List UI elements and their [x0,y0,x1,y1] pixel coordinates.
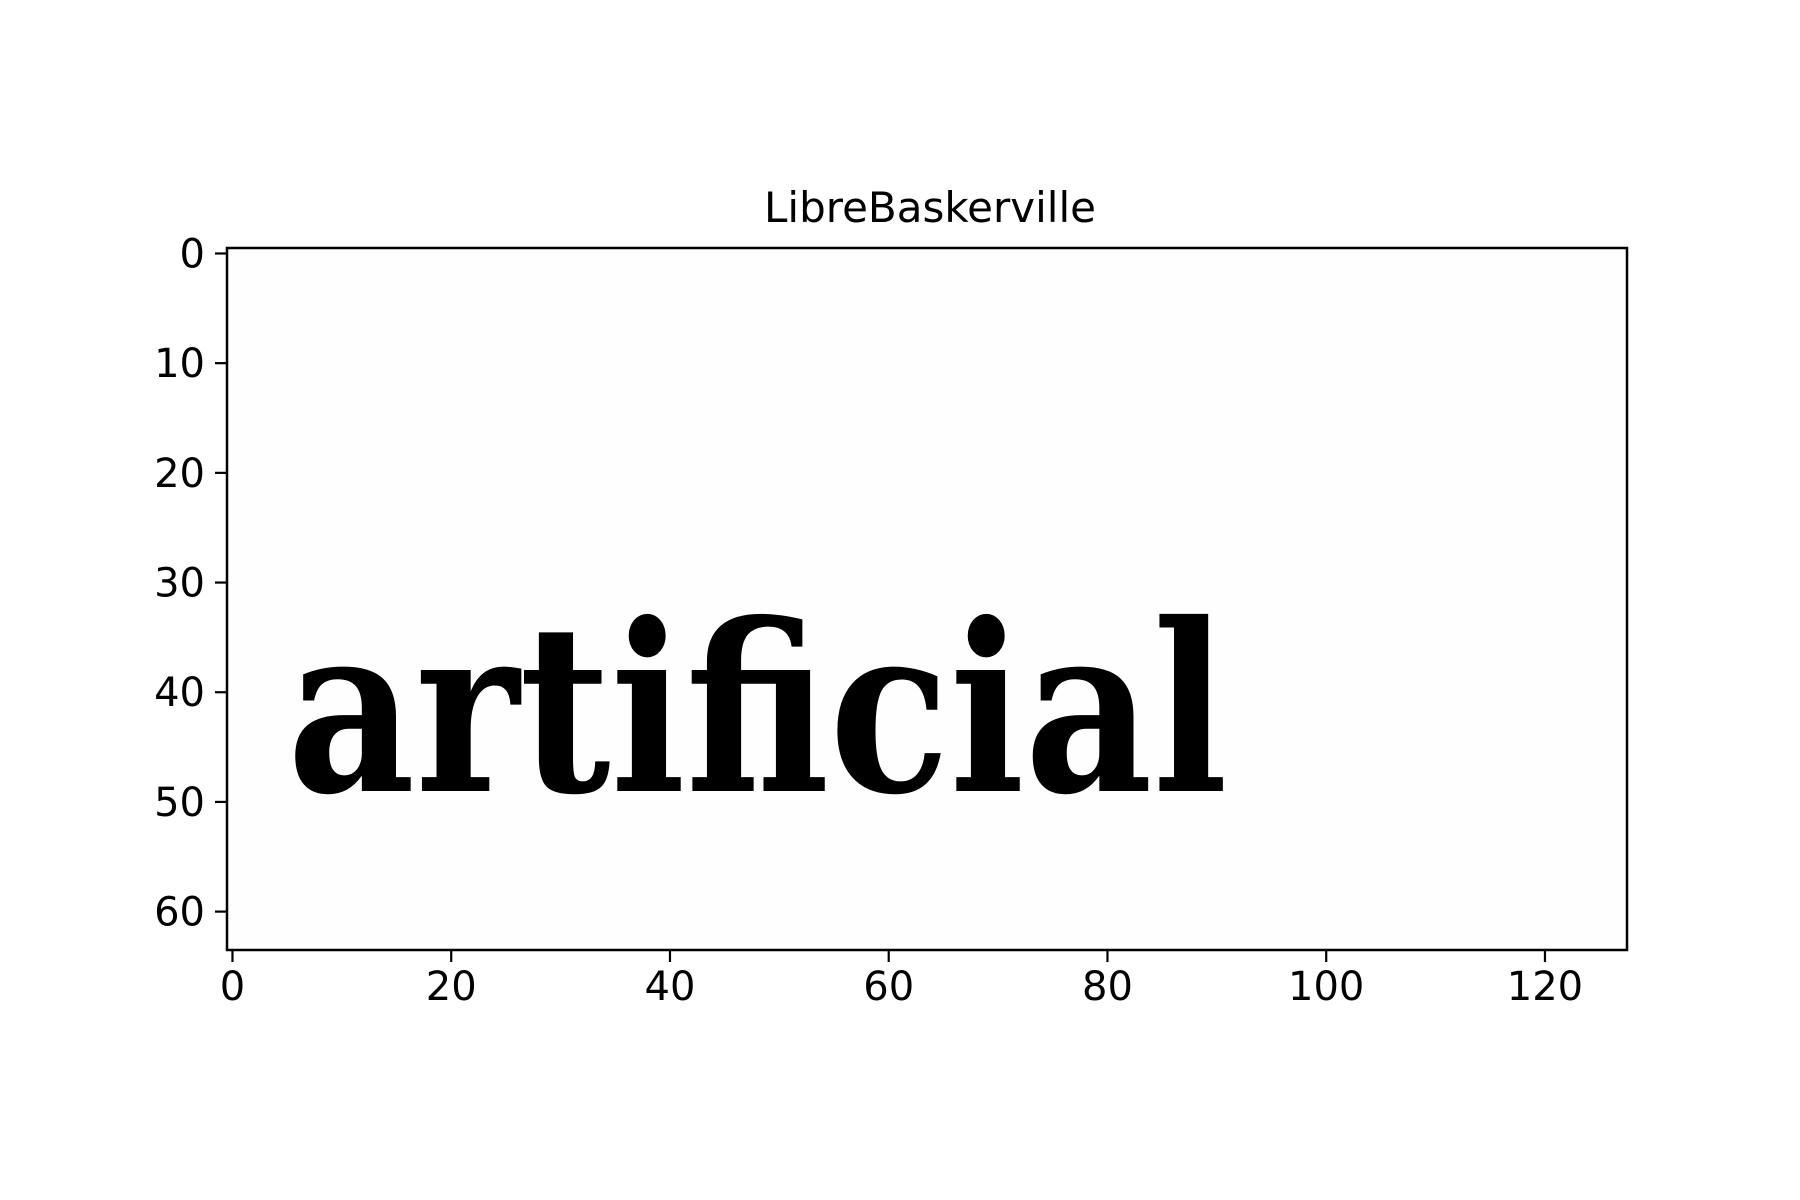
x-tick-label: 20 [426,964,477,1010]
y-tick-label: 20 [154,451,205,497]
y-tick-label: 50 [154,780,205,826]
x-tick-label: 120 [1507,964,1583,1010]
y-tick-label: 30 [154,561,205,607]
x-tick-label: 60 [863,964,914,1010]
x-tick-label: 100 [1288,964,1364,1010]
plot-frame [225,246,1629,952]
y-axis: 0 10 20 30 40 50 60 [154,231,227,936]
y-tick-label: 60 [154,890,205,936]
image-background [227,248,1627,950]
x-axis: 0 20 40 60 80 100 120 [220,950,1583,1010]
x-tick-label: 80 [1082,964,1133,1010]
rendered-word: artificial [287,572,1228,846]
y-tick-label: 40 [154,670,205,716]
x-tick-label: 40 [645,964,696,1010]
y-tick-label: 10 [154,341,205,387]
chart-title: LibreBaskerville [764,183,1096,232]
plot-area: artificial [225,246,1629,952]
x-tick-label: 0 [220,964,245,1010]
y-tick-label: 0 [180,231,205,277]
